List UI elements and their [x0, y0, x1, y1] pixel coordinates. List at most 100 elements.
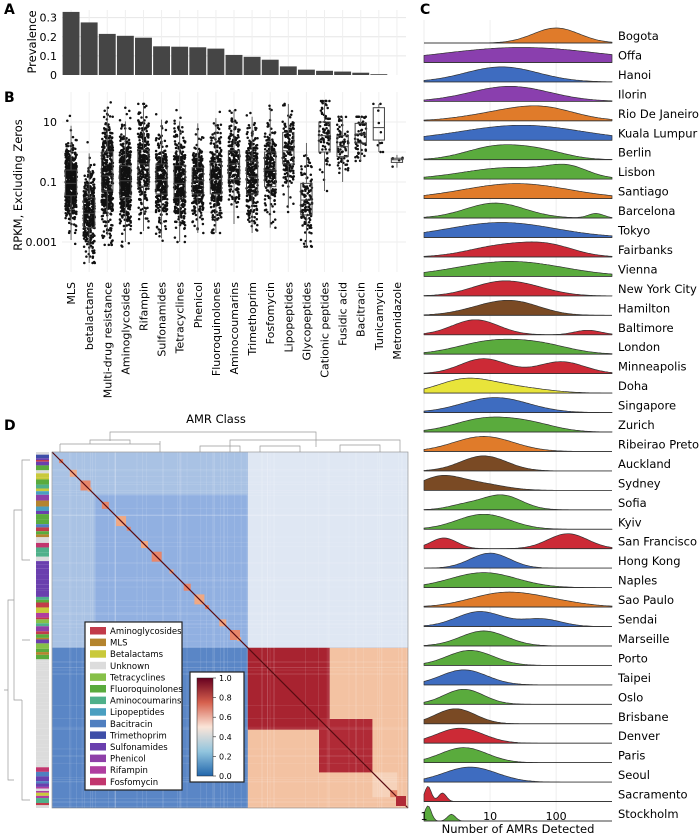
- panel-letter-c: C: [420, 2, 430, 18]
- rpkm-point: [229, 181, 232, 185]
- rpkm-point: [253, 208, 256, 212]
- rpkm-point: [109, 162, 112, 166]
- rpkm-point: [74, 162, 78, 165]
- rpkm-point: [209, 142, 213, 145]
- rpkm-point: [146, 217, 149, 220]
- rpkm-point: [72, 171, 75, 174]
- rpkm-point: [289, 170, 292, 173]
- rpkm-point: [71, 135, 75, 139]
- rpkm-point: [65, 150, 69, 153]
- rpkm-point: [271, 178, 274, 181]
- rpkm-point: [161, 166, 164, 169]
- rpkm-box: [336, 135, 349, 158]
- prevalence-bar: [207, 48, 225, 75]
- rpkm-point: [235, 170, 238, 173]
- rpkm-point: [129, 227, 132, 231]
- rpkm-point: [138, 138, 141, 142]
- prevalence-bar: [334, 71, 352, 75]
- rpkm-point: [338, 171, 341, 175]
- rpkm-point: [129, 204, 132, 207]
- rpkm-point: [327, 142, 331, 146]
- rpkm-point: [160, 168, 163, 172]
- rpkm-point: [90, 222, 93, 226]
- rpkm-point: [197, 155, 201, 159]
- rpkm-point: [337, 119, 341, 123]
- rpkm-point: [121, 209, 124, 212]
- amr-category-label: Glycopeptides: [300, 282, 313, 361]
- rpkm-point: [213, 185, 217, 189]
- rpkm-point: [163, 154, 166, 157]
- rpkm-point: [72, 146, 75, 149]
- rpkm-point: [145, 197, 148, 200]
- rpkm-point: [254, 166, 258, 169]
- rpkm-point: [213, 223, 216, 227]
- rpkm-point: [137, 111, 141, 114]
- rpkm-point: [83, 181, 87, 185]
- rpkm-point: [270, 127, 273, 131]
- ridgeline-city-label: Kyiv: [618, 515, 642, 529]
- rpkm-point: [216, 218, 219, 221]
- rpkm-point: [137, 217, 141, 221]
- rpkm-point: [183, 156, 187, 159]
- ridgeline-density: [424, 552, 612, 569]
- rpkm-point: [73, 175, 76, 178]
- rpkm-point: [213, 153, 216, 156]
- rpkm-point: [248, 151, 251, 155]
- rpkm-point: [145, 115, 148, 119]
- ridgeline-city-label: Singapore: [618, 399, 676, 413]
- rpkm-point: [271, 162, 275, 165]
- rpkm-point: [195, 143, 198, 147]
- rpkm-point: [195, 172, 199, 175]
- rpkm-point: [200, 217, 204, 221]
- rpkm-point: [266, 154, 270, 158]
- ridgeline-density: [423, 747, 612, 763]
- rpkm-point: [230, 179, 234, 183]
- rpkm-point: [271, 140, 275, 143]
- rpkm-box: [64, 169, 78, 197]
- rpkm-point: [228, 193, 232, 197]
- rpkm-point: [219, 197, 223, 201]
- rpkm-point: [271, 158, 275, 161]
- rpkm-point: [182, 217, 186, 220]
- rpkm-point: [119, 149, 123, 152]
- rpkm-point: [271, 138, 274, 141]
- ridgeline-density: [423, 591, 613, 608]
- rpkm-point: [125, 187, 128, 190]
- rpkm-point: [139, 193, 142, 196]
- rpkm-point: [103, 204, 106, 208]
- rpkm-point: [282, 127, 286, 130]
- rpkm-point: [230, 203, 233, 206]
- rpkm-point: [265, 175, 268, 179]
- rpkm-point: [173, 129, 177, 133]
- rpkm-point: [199, 182, 202, 185]
- rpkm-point: [229, 129, 233, 133]
- rpkm-point: [104, 132, 107, 136]
- rpkm-point: [156, 143, 160, 147]
- rpkm-point: [213, 132, 216, 135]
- rpkm-point: [157, 228, 161, 231]
- rpkm-point: [218, 141, 222, 145]
- rpkm-point: [321, 170, 324, 174]
- rpkm-point: [263, 202, 267, 205]
- rpkm-point: [89, 234, 93, 237]
- rpkm-point: [323, 145, 327, 149]
- rpkm-point: [202, 231, 205, 235]
- rpkm-point: [377, 121, 381, 125]
- rpkm-point: [302, 193, 306, 197]
- rpkm-point: [165, 201, 168, 204]
- rpkm-point: [157, 137, 161, 140]
- rpkm-point: [264, 204, 267, 207]
- amr-category-label: Cationic peptides: [319, 282, 332, 378]
- rpkm-point: [124, 193, 127, 197]
- rpkm-point: [138, 143, 141, 146]
- rpkm-point: [302, 154, 306, 158]
- rpkm-point: [147, 143, 150, 146]
- rpkm-point: [217, 180, 221, 184]
- ridgeline-density: [423, 669, 613, 686]
- rpkm-point: [103, 158, 107, 162]
- rpkm-point: [339, 141, 342, 144]
- ridgeline-city-label: Barcelona: [618, 204, 675, 218]
- rpkm-point: [252, 142, 255, 146]
- prevalence-bar: [243, 56, 261, 75]
- rpkm-point: [165, 198, 169, 201]
